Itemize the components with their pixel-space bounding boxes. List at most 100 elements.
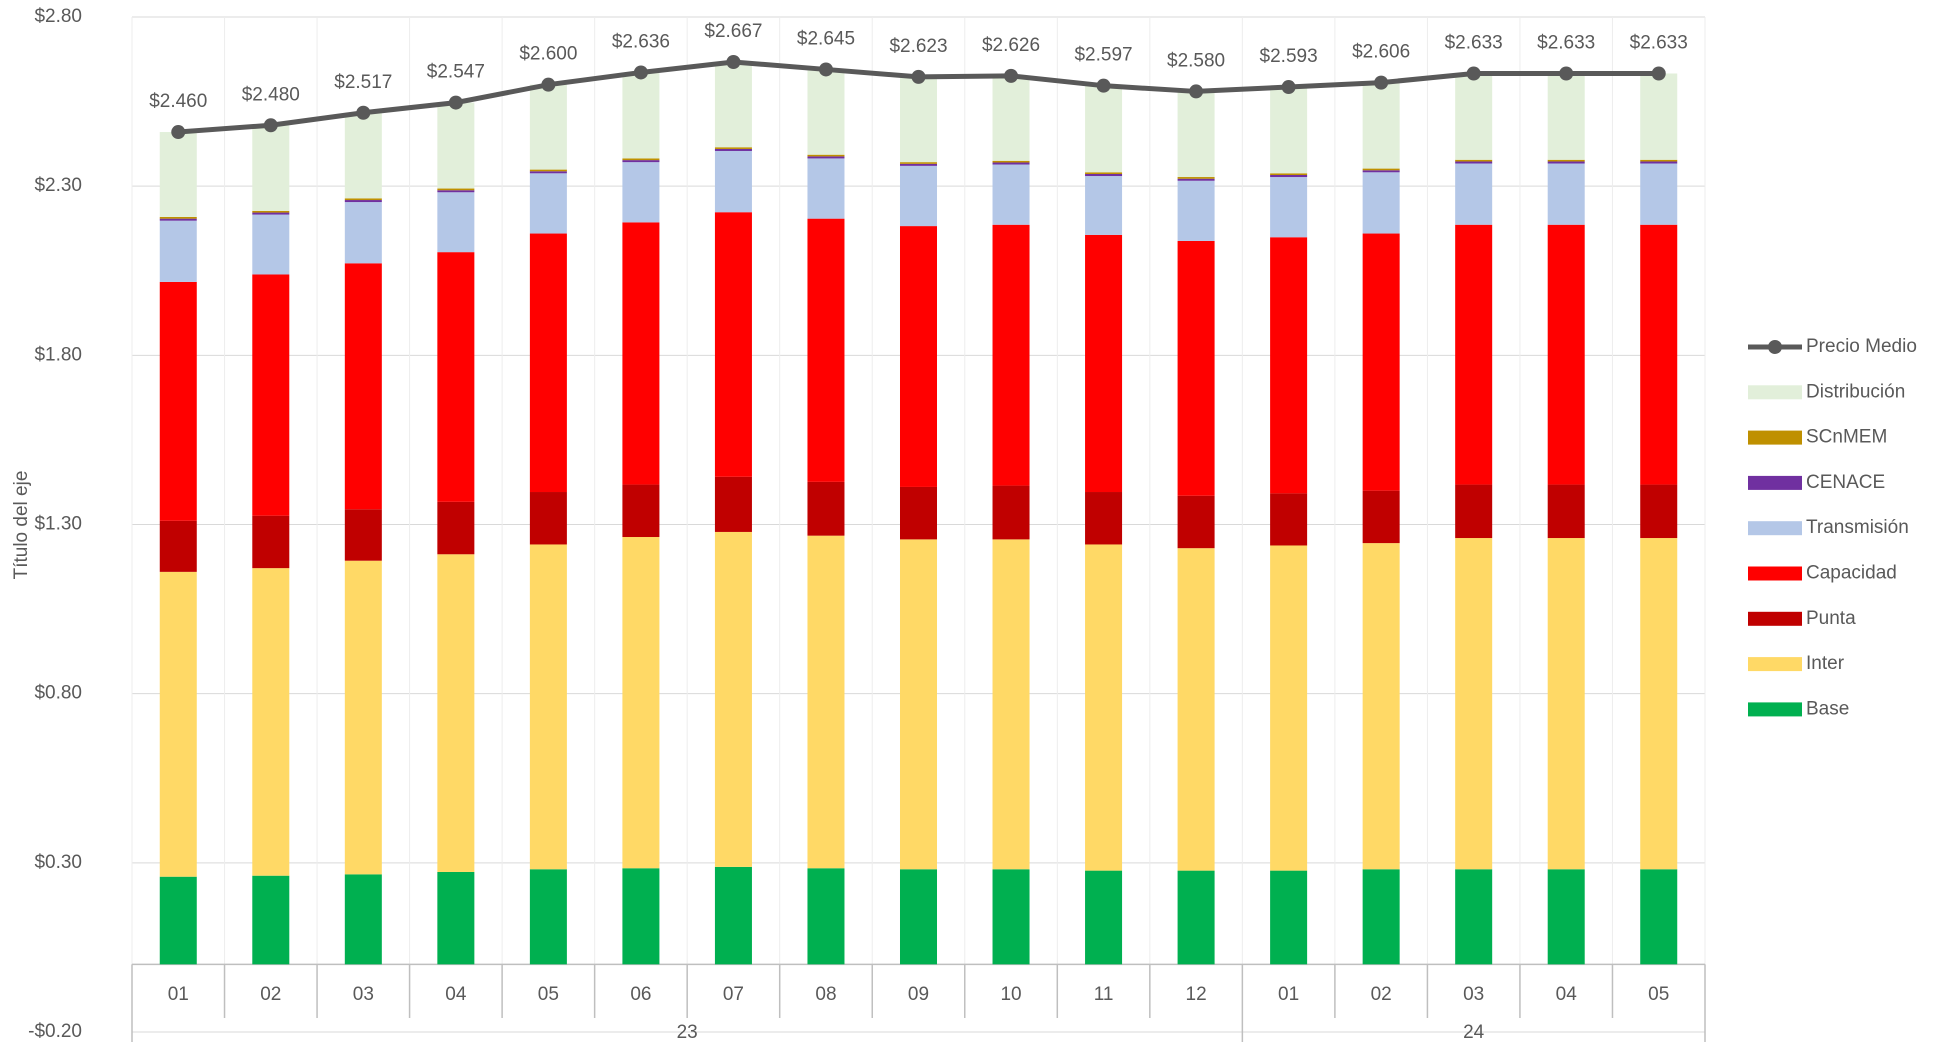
bar-segment [622,484,660,538]
bar-segment [1362,869,1400,965]
x-tick-label: 04 [1556,984,1578,1005]
bar-segment [807,868,845,965]
bar-segment [1270,870,1308,965]
bar-segment [159,220,197,282]
legend-swatch [1748,385,1802,400]
y-tick-label: $1.30 [34,514,82,535]
bar-segment [1547,484,1585,539]
bar-segment [1177,870,1215,965]
bar-segment [529,233,567,493]
bar-segment [1640,224,1678,485]
line-point [818,62,833,77]
bar-segment [807,218,845,482]
bar-segment [1270,173,1308,176]
x-tick-label: 06 [630,984,651,1005]
x-tick-label: 07 [723,984,744,1005]
bar-segment [622,158,660,161]
bar-segment [437,192,475,253]
legend-label: Capacidad [1806,563,1897,584]
bar-segment [1085,234,1123,493]
bar-segment [344,198,382,201]
legend-label: Inter [1806,653,1845,674]
legend-label: SCnMEM [1806,427,1887,448]
bar-segment [1547,161,1585,164]
x-tick-label: 02 [1371,984,1392,1005]
x-tick-label: 04 [445,984,467,1005]
y-tick-label: $0.80 [34,683,82,704]
bar-segment [437,190,475,193]
bar-segment [992,75,1030,161]
bar-segment [1085,85,1123,173]
bar-segment [899,539,938,870]
bar-segment [1270,545,1308,871]
bar-segment [1455,159,1493,162]
bar-segment [714,476,752,532]
legend-swatch [1748,475,1802,490]
data-label: $2.593 [1260,46,1318,67]
data-label: $2.597 [1074,45,1132,66]
bar-segment [1362,490,1400,544]
bar-segment [344,202,382,264]
y-tick-label: $2.30 [34,175,82,196]
bar-segment [1547,163,1585,225]
bar-segment [992,539,1030,870]
legend-label: Distribución [1806,381,1905,402]
line-point [541,77,556,92]
y-axis-title: Título del eje [11,471,32,580]
bar-segment [1640,869,1678,965]
bar-segment [344,200,382,203]
bar-segment [252,568,290,876]
legend-swatch [1748,702,1802,717]
bar-segment [1455,538,1493,870]
bar-segment [437,102,475,189]
bar-segment [714,61,752,148]
bar-segment [622,537,660,869]
bar-segment [1362,543,1400,870]
bar-segment [159,216,197,219]
line-point [1096,78,1111,93]
bar-segment [529,492,567,545]
data-label: $2.633 [1630,33,1688,54]
legend-label: CENACE [1806,472,1885,493]
bar-segment [992,869,1030,965]
bar-segment [1085,492,1123,545]
y-tick-label: $1.80 [34,344,82,365]
group-label: 23 [677,1022,698,1042]
y-tick-label: -$0.20 [28,1021,82,1042]
x-tick-label: 11 [1094,984,1114,1005]
bar-segment [252,212,290,215]
bar-segment [344,560,382,875]
bar-segment [1362,168,1400,171]
group-label: 24 [1463,1022,1485,1042]
bar-segment [807,158,845,219]
bar-segment [1270,87,1308,174]
bar-segment [344,509,382,561]
bar-segment [529,869,567,965]
bar-segment [1640,73,1678,160]
bar-segment [1362,82,1400,169]
bar-segment [714,212,752,477]
bar-segment [1177,178,1215,181]
bar-segment [529,169,567,172]
bar-segment [1547,869,1585,965]
data-label: $2.636 [612,32,670,53]
line-point [1189,84,1204,99]
x-tick-label: 09 [908,984,929,1005]
bar-segment [622,868,660,965]
bar-segment [714,866,752,965]
bar-segment [252,875,290,965]
bar-segment [1640,538,1678,870]
bar-segment [437,501,475,555]
bar-segment [1455,163,1493,225]
data-label: $2.517 [334,72,392,93]
line-point [356,105,371,120]
legend-label: Base [1806,698,1849,719]
bar-segment [344,874,382,965]
bar-segment [159,218,197,221]
bar-segment [1177,180,1215,241]
data-label: $2.600 [519,44,577,65]
bar-segment [1640,159,1678,162]
bar-segment [714,147,752,149]
legend-label: Transmisión [1806,517,1909,538]
